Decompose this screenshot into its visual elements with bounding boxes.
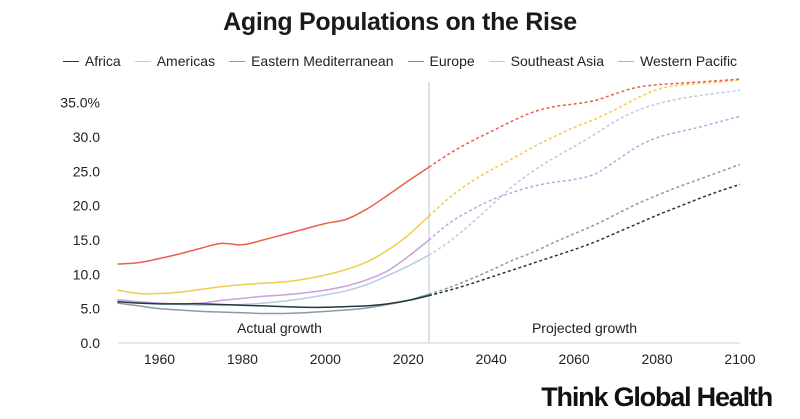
legend-item-western-pacific[interactable]: Western Pacific: [618, 53, 737, 69]
legend-swatch-africa: [62, 60, 79, 62]
x-tick-label: 1980: [227, 351, 258, 367]
legend-label-africa: Africa: [84, 53, 121, 69]
legend-item-southeast-asia[interactable]: Southeast Asia: [488, 53, 605, 69]
series-line-projected-americas: [428, 79, 741, 217]
y-tick-label: 30.0: [73, 129, 100, 145]
y-tick-label: 0.0: [81, 335, 101, 351]
x-tick-label: 2040: [476, 351, 507, 367]
x-tick-label: 2000: [310, 351, 341, 367]
legend-swatch-europe: [407, 60, 424, 62]
series-line-projected-eastern-mediterranean: [428, 163, 741, 295]
chart-title: Aging Populations on the Rise: [223, 8, 577, 36]
x-tick-label: 1960: [144, 351, 175, 367]
legend-label-eastern-mediterranean: Eastern Mediterranean: [251, 53, 394, 69]
legend-item-africa[interactable]: Africa: [62, 53, 121, 69]
x-tick-label: 2060: [559, 351, 590, 367]
y-tick-label: 5.0: [81, 301, 101, 317]
series-line-projected-western-pacific: [428, 115, 741, 241]
legend-label-southeast-asia: Southeast Asia: [510, 53, 605, 69]
actual-growth-label: Actual growth: [237, 320, 322, 336]
series-line-actual-africa: [117, 294, 430, 309]
y-tick-label: 35.0%: [60, 95, 100, 111]
series-line-actual-americas: [117, 215, 430, 295]
legend-item-europe[interactable]: Europe: [407, 53, 475, 69]
legend: Africa Americas Eastern Mediterranean Eu…: [0, 51, 800, 71]
x-tick-label: 2080: [641, 351, 672, 367]
y-tick-label: 10.0: [73, 266, 100, 282]
series-line-projected-southeast-asia: [428, 89, 741, 256]
legend-label-americas: Americas: [156, 53, 216, 69]
legend-item-americas[interactable]: Americas: [134, 53, 216, 69]
series-line-projected-europe: [428, 78, 741, 168]
series-line-actual-western-pacific: [117, 239, 430, 305]
legend-swatch-western-pacific: [618, 60, 635, 62]
y-tick-label: 25.0: [73, 163, 100, 179]
series-line-actual-eastern-mediterranean: [117, 293, 430, 315]
x-tick-label: 2020: [393, 351, 424, 367]
y-tick-label: 20.0: [73, 198, 100, 214]
series-line-projected-africa: [428, 183, 741, 297]
y-tick-label: 15.0: [73, 232, 100, 248]
legend-label-western-pacific: Western Pacific: [640, 53, 738, 69]
brand-logo-text: Think Global Health: [541, 382, 773, 412]
series-line-actual-southeast-asia: [117, 254, 430, 307]
legend-swatch-americas: [134, 60, 151, 62]
legend-swatch-eastern-mediterranean: [229, 60, 246, 62]
legend-label-europe: Europe: [429, 53, 475, 69]
legend-item-eastern-mediterranean[interactable]: Eastern Mediterranean: [229, 53, 394, 69]
legend-swatch-southeast-asia: [488, 60, 505, 62]
x-tick-label: 2100: [724, 351, 755, 367]
projected-growth-label: Projected growth: [532, 320, 637, 336]
series-line-actual-europe: [117, 166, 430, 265]
